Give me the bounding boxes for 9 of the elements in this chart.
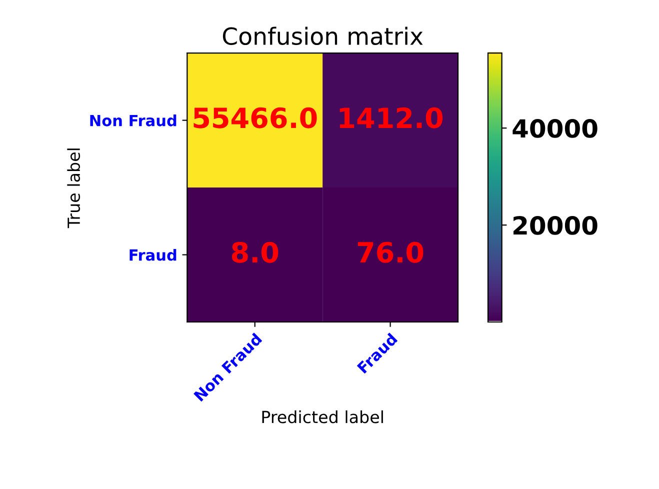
data-label: 1412.0 — [340, 107, 443, 128]
data-label: 55466.0 — [194, 107, 317, 128]
data-label: 8.0 — [232, 242, 278, 263]
y-axis-title: True label — [67, 148, 80, 228]
color-bar-label: 20000 — [514, 216, 598, 235]
x-axis-title: Predicted label — [262, 410, 383, 424]
color-bar-label: 40000 — [512, 119, 598, 138]
data-label: 76.0 — [358, 242, 424, 263]
chart-title: Confusion matrix — [222, 26, 423, 46]
